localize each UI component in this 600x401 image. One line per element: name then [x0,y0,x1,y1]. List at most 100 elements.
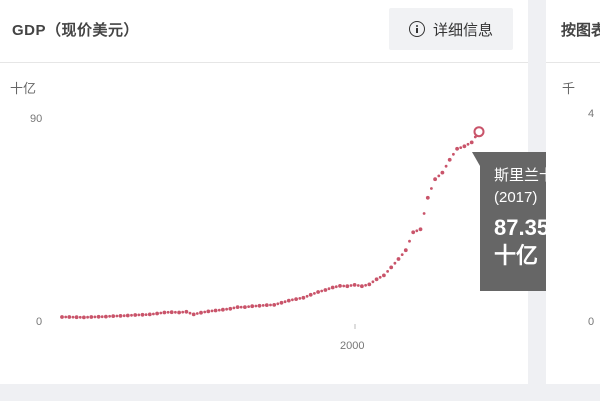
dot-connector [459,146,463,150]
data-point [74,315,79,320]
data-point [213,308,218,313]
tooltip-year: (2017) [494,189,538,206]
data-point [257,303,262,308]
data-point [89,315,94,319]
data-point [352,283,357,287]
dot-connector [71,315,75,319]
data-point [396,257,401,261]
dot-connector [437,174,441,178]
x-tick-2000: 2000 [340,340,365,352]
data-point [228,306,233,311]
dot-connector [356,284,360,287]
dot-connector [137,313,141,317]
data-point [111,314,116,318]
dot-connector [93,315,97,319]
gdp-chart [60,126,485,329]
data-point [462,144,467,149]
dot-connector [313,292,316,295]
data-point [177,310,182,315]
dot-connector [334,285,338,289]
dot-connector [298,297,302,300]
dot-connector [217,308,221,312]
dot-connector [210,309,214,313]
data-point [243,305,247,309]
dot-connector [466,142,470,146]
side-y-unit-label: 千 [562,81,576,96]
dot-connector [276,302,280,306]
y-unit-label: 十亿 [10,81,37,96]
side-panel: 按图表 千 4 0 [546,0,600,384]
side-y-tick-top: 4 [588,108,595,120]
dot-connector [152,312,155,316]
data-point [104,314,108,319]
info-icon [408,21,425,37]
details-button[interactable]: 详细信息 [389,8,513,50]
dot-connector [122,314,126,318]
data-point [403,248,408,253]
data-point [389,265,394,270]
data-point [60,315,64,319]
dot-connector [181,310,185,314]
data-point [250,304,255,309]
data-point [279,300,284,305]
data-point [294,297,298,301]
dot-connector [159,311,163,315]
data-point [360,284,364,289]
dot-connector [247,305,251,308]
tooltip-unit: 十亿 [494,243,539,268]
dot-connector [174,310,177,314]
dot-connector [100,315,104,319]
data-point [411,230,416,235]
dot-connector [203,310,207,314]
data-point [418,227,423,232]
dot-connector [130,313,133,317]
dot-connector [327,287,331,291]
data-point [206,309,211,314]
data-point [140,312,145,317]
tooltip-country: 斯里兰卡 [494,167,555,184]
dot-connector [188,311,192,315]
data-point [169,310,174,315]
dot-connector [452,152,455,156]
dot-connector [254,304,258,308]
data-point [374,277,379,282]
dot-connector [400,253,404,256]
dot-connector [261,304,265,307]
dot-connector [408,239,411,243]
dot-connector [115,314,119,318]
dot-connector [269,303,272,307]
dot-connector [386,270,389,273]
data-point [382,273,386,278]
details-label: 详细信息 [432,21,493,39]
data-point [447,157,452,162]
dot-connector [349,284,353,287]
y-tick-bottom: 0 [36,316,43,328]
data-point [264,303,269,307]
dot-connector [378,275,382,279]
data-point [367,282,372,287]
data-point [125,313,130,318]
dot-connector [225,307,229,311]
dot-connector [444,164,448,168]
dot-connector [78,315,82,319]
dot-connector [232,306,236,310]
data-point [433,177,437,182]
dot-connector [166,310,170,314]
gdp-panel: GDP（现价美元） 详细信息 十亿 90 0 2000 斯里兰卡 (2017) … [0,0,528,384]
side-panel-title: 按图表 [561,22,600,39]
data-point [147,312,152,317]
dot-connector [291,298,294,302]
data-point [469,140,474,145]
dot-connector [422,212,426,215]
data-point [286,298,291,303]
data-point [82,315,86,320]
data-point [67,315,72,319]
data-point [96,314,101,319]
highlighted-point [473,126,485,138]
data-point [235,305,240,309]
dot-connector [393,261,397,265]
dot-connector [430,187,433,190]
dot-connector [305,294,309,298]
dot-connector [283,300,287,304]
data-point [316,290,320,294]
